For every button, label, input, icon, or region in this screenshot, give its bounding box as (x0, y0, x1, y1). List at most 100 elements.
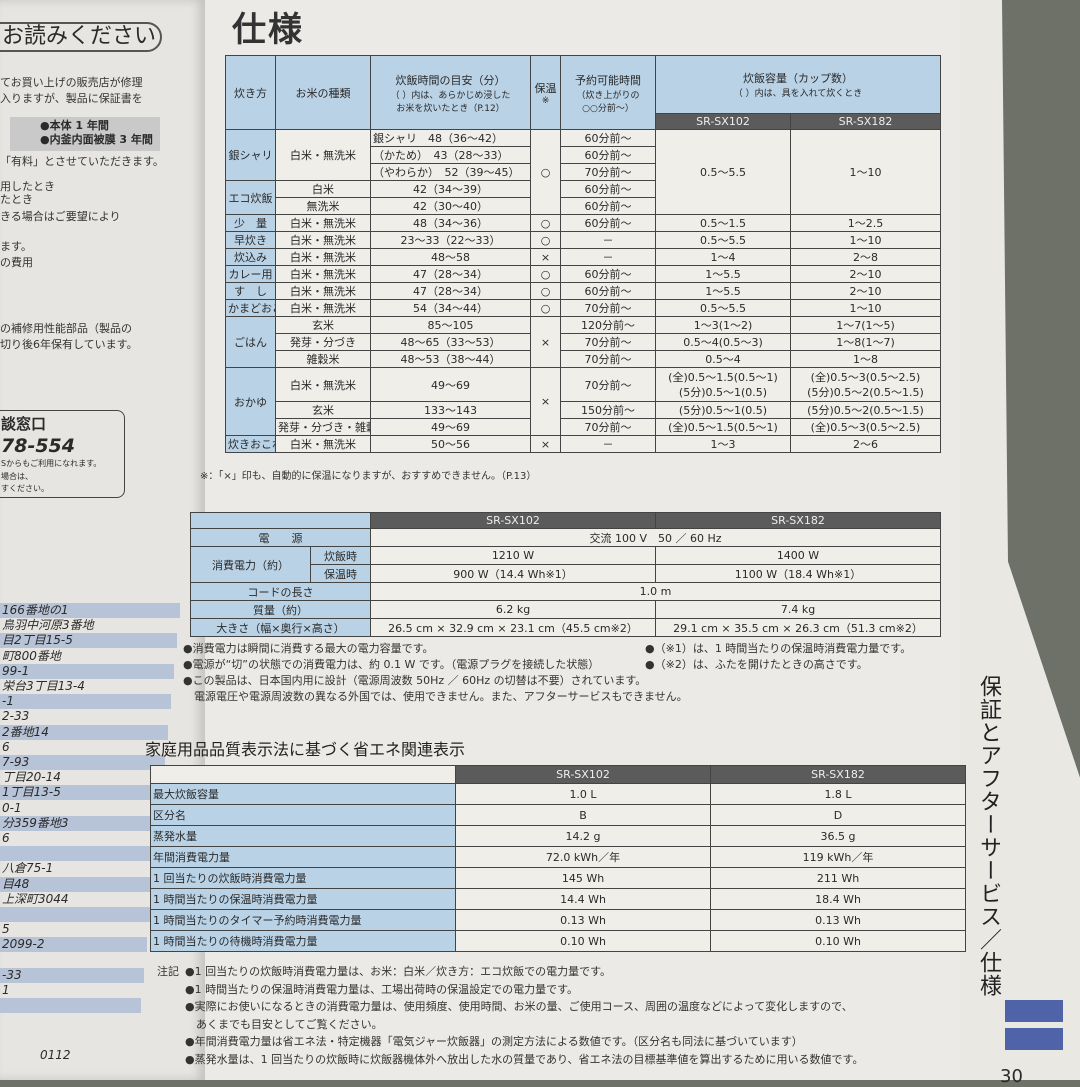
header-cook-time-text: 炊飯時間の目安（分） (395, 73, 506, 87)
warranty-body: ●本体 1 年間 (40, 119, 109, 132)
left-page-title: お読みください (0, 22, 162, 52)
left-text: の補修用性能部品（製品の (0, 322, 132, 335)
contact-line: Sからもご利用になれます。 (1, 459, 102, 468)
address-row: 鳥羽中河原3番地 (2, 618, 94, 633)
cell-value-sx102: 0.10 Wh (455, 930, 711, 952)
table-row: 1 時間当たりの保温時消費電力量 14.4 Wh 18.4 Wh (150, 888, 966, 910)
header-rice-type-text: お米の種類 (295, 86, 351, 100)
left-text: 用したとき (0, 180, 55, 193)
table-row: 少 量白米・無洗米 48（34～36） ○ 60分前～ 0.5～1.5 1～2.5 (225, 214, 941, 232)
cell-rice-type: 玄米 (275, 401, 371, 419)
cell-cook-time: 49～69 (370, 418, 531, 436)
address-row: 166番地の1 (0, 603, 180, 618)
cell-capacity-sx182: 1～2.5 (790, 214, 941, 232)
cell-value-sx182: 18.4 Wh (710, 888, 966, 910)
cell-value-sx182: 1400 W (655, 546, 941, 565)
main-table-footnote: ※：「×」印も、自動的に保温になりますが、おすすめできません。（P.13） (200, 471, 537, 482)
cell-method: 炊込み (225, 248, 276, 266)
header-cook-time: 炊飯時間の目安（分） （ ）内は、あらかじめ浸した お米を炊いたとき（P.12） (370, 55, 531, 130)
cell-value-sx182: 1.8 L (710, 783, 966, 805)
eco-note: ●年間消費電力量は省エネ法・特定機器「電気ジャー炊飯器」の測定方法による数値です… (185, 1035, 803, 1048)
cell-value-sx102: B (455, 804, 711, 826)
eco-note: ●1 回当たりの炊飯時消費電力量は、お米：白米／炊き方：エコ炊飯での電力量です。 (185, 965, 611, 978)
cell-method: エコ炊飯 (225, 180, 276, 215)
cell-capacity-sx102: 1～5.5 (655, 282, 791, 300)
cell-cook-time: 42（34～39） (370, 180, 531, 198)
table-row: 発芽・分づき・雑穀米49～69 70分前～(全)0.5～1.5(0.5～1)(全)… (225, 418, 941, 436)
header-model-sx182: SR-SX182 (790, 113, 941, 130)
cell-label: 1 時間当たりの待機時消費電力量 (150, 930, 456, 952)
left-text: てお買い上げの販売店が修理 (0, 76, 143, 89)
cell-cook-time: （かため） 43（28～33） (370, 146, 531, 164)
table-row: 最大炊飯容量 1.0 L 1.8 L (150, 783, 966, 805)
cell-capacity-sx102: (5分)0.5～1(0.5) (655, 401, 791, 419)
cell-cook-time: 42（30～40） (370, 197, 531, 215)
cell-timer: 60分前～ (560, 265, 656, 283)
eco-note: ●実際にお使いになるときの消費電力量は、使用頻度、使用時間、お米の量、ご使用コー… (185, 1000, 853, 1013)
cell-rice-type: 発芽・分づき (275, 333, 371, 351)
table-row: 蒸発水量 14.2 g 36.5 g (150, 825, 966, 847)
cell-value-sx102: 14.2 g (455, 825, 711, 847)
cell-timer: 70分前～ (560, 367, 656, 402)
cell-sublabel: 炊飯時 (310, 546, 371, 565)
cell-value-sx182: 0.13 Wh (710, 909, 966, 931)
table-row: ごはん 玄米 85～105 × 120分前～ 1～3(1～2) 1～7(1～5) (225, 316, 941, 368)
eco-title: 家庭用品品質表示法に基づく省エネ関連表示 (145, 740, 466, 759)
table-row: 保温時 900 W（14.4 Wh※1） 1100 W（18.4 Wh※1） (190, 564, 941, 583)
cell-capacity-sx102: 1～3 (655, 435, 791, 453)
header-row: SR-SX102 SR-SX182 (150, 765, 966, 784)
cell-timer: － (560, 231, 656, 249)
cell-capacity-sx182: 2～10 (790, 265, 941, 283)
cell-capacity-sx182: 2～8 (790, 248, 941, 266)
cell-timer: 70分前～ (560, 333, 656, 351)
cell-cook-time: （やわらか） 52（39～45） (370, 163, 531, 181)
cell-value-both: 1.0 m (370, 582, 941, 601)
header-keep-warm: 保温 ※ (530, 55, 561, 130)
cell-value-sx182: D (710, 804, 966, 826)
address-row: -33 (0, 967, 144, 983)
cell-value-sx102: 72.0 kWh／年 (455, 846, 711, 868)
eco-note: ●蒸発水量は、1 回当たりの炊飯時に炊飯器機体外へ放出した水の質量であり、省エネ… (185, 1052, 864, 1066)
cell-cook-time: 50～56 (370, 435, 531, 453)
header-timer: 予約可能時間 （炊き上がりの ○○分前～） (560, 55, 656, 130)
address-row: 6 (2, 739, 10, 754)
spec-note: ●この製品は、日本国内用に設計（電源周波数 50Hz ／ 60Hz の切替は不要… (183, 674, 647, 687)
cell-cook-time: 48（34～36） (370, 214, 531, 232)
address-row: 栄台3丁目13-4 (2, 679, 85, 693)
table-row: コードの長さ 1.0 m (190, 582, 941, 601)
cell-capacity-sx102: (全)0.5～1.5(0.5～1) (655, 418, 791, 436)
cell-cook-time: 48～58 (370, 248, 531, 266)
header-cook-time-text: お米を炊いたとき（P.12） (396, 103, 505, 114)
address-row: 2-33 (2, 709, 30, 724)
cell-value-sx182: 119 kWh／年 (710, 846, 966, 868)
cell-timer: 60分前～ (560, 197, 656, 215)
cell-value-sx102: 14.4 Wh (455, 888, 711, 910)
cell-timer: 120分前～ (560, 316, 656, 334)
cell-keep-warm: ○ (530, 231, 561, 249)
header-model-sx102: SR-SX102 (655, 113, 791, 130)
left-text: 「有料」とさせていただきます。 (0, 155, 164, 168)
cell-label: 最大炊飯容量 (150, 783, 456, 805)
cell-timer: 70分前～ (560, 350, 656, 368)
table-row: 電 源交流 100 V 50 ／ 60 Hz (190, 528, 941, 547)
header-keep-warm-text: ※ (541, 95, 550, 106)
table-row: おかゆ 白米・無洗米 49～69 × 70分前～ (全)0.5～1.5(0.5～1) (5… (225, 367, 941, 436)
cell-value-both: 交流 100 V 50 ／ 60 Hz (370, 528, 941, 547)
cell-rice-type: 発芽・分づき・雑穀米 (275, 418, 371, 436)
address-row: 町800番地 (2, 648, 61, 663)
address-row: 目2丁目15-5 (0, 633, 177, 649)
contact-title: 談窓口 (1, 415, 47, 433)
warranty-period-box: ●本体 1 年間 ●内釜内面被膜 3 年間 (10, 117, 160, 151)
cell-value-sx182: 7.4 kg (655, 600, 941, 619)
cell-capacity-sx182: (全)0.5～3(0.5～2.5) (790, 418, 941, 436)
cell-timer: 60分前～ (560, 129, 656, 147)
cooking-spec-table: 炊き方 お米の種類 炊飯時間の目安（分） （ ）内は、あらかじめ浸した お米を炊いたとき… (225, 55, 941, 453)
cell-value-sx102: 1.0 L (455, 783, 711, 805)
header-capacity-text: （ ）内は、具を入れて炊くとき (733, 89, 863, 99)
header-model-sx102: SR-SX102 (370, 512, 656, 529)
contact-box: 談窓口 78-554 Sからもご利用になれます。 場合は、 すください。 (0, 410, 125, 498)
cell-cook-time: 47（28～34） (370, 265, 531, 283)
table-row: 1 回当たりの炊飯時消費電力量 145 Wh 211 Wh (150, 867, 966, 889)
cell-capacity-sx182: 1～8(1～7) (790, 333, 941, 351)
cell-keep-warm: ○ (530, 214, 561, 232)
